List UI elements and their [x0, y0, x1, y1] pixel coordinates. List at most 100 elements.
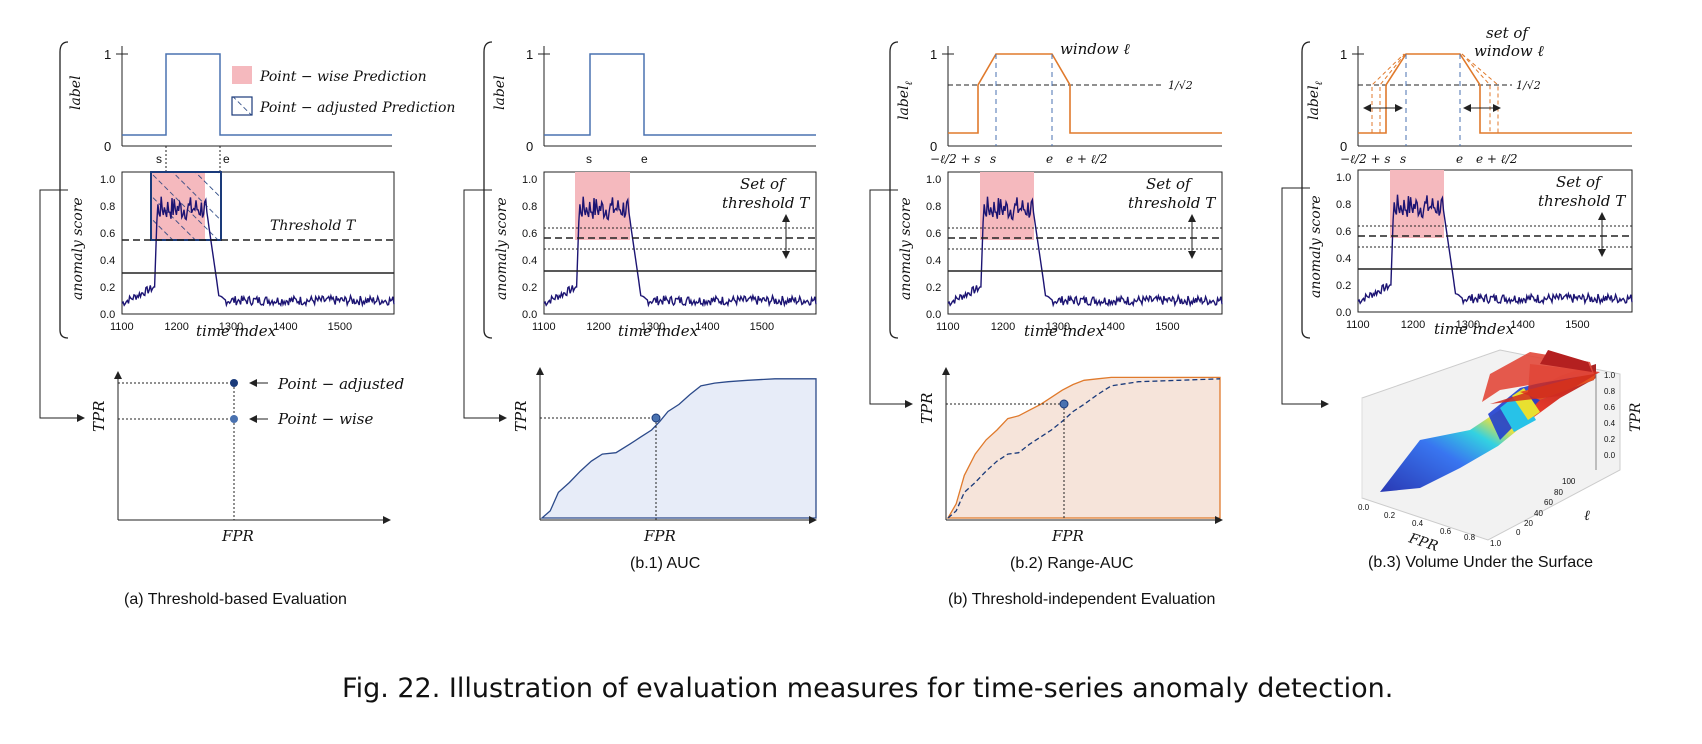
roc-plot-b2: TPR FPR	[918, 367, 1223, 545]
score-plot-b3: Set of threshold T 0.0 0.2 0.4 0.6 0.8 1.0 11…	[1308, 169, 1633, 338]
window-label: window ℓ	[1060, 40, 1130, 58]
x-tick-label: 1400	[273, 321, 297, 333]
y-tick-label: 0.2	[1336, 280, 1351, 292]
roc-curve	[540, 378, 817, 519]
x-tick: 0.8	[1464, 533, 1476, 542]
y-tick-label: 0.6	[926, 228, 941, 240]
tpr-label: TPR	[918, 393, 936, 424]
e-marker: e	[223, 152, 230, 166]
legend: Point − wise Prediction Point − adjusted…	[231, 66, 455, 116]
z-tick: 0.0	[1604, 451, 1616, 460]
y-tick-label: 0.6	[1336, 226, 1351, 238]
x-tick: 1.0	[1490, 539, 1502, 548]
score-plot-a: Threshold T 0.0 0.2 0.4 0.6 0.8 1.0 1100 1200 1…	[70, 171, 395, 340]
x-tick-label: 1300	[219, 321, 243, 333]
time-axis-title: time index	[618, 322, 699, 340]
tpr-fpr-plot-a: Point − adjusted Point − wise TPR FPR	[90, 371, 404, 545]
z-tick: 0.6	[1604, 403, 1616, 412]
x-tick-label: 1100	[1346, 319, 1370, 331]
threshold-t-label: threshold T	[722, 194, 810, 212]
label-plot-b3: 1 0 labelℓ 1/√2 set of window ℓ −ℓ/2 + s…	[1306, 24, 1632, 166]
score-axis-title: anomaly score	[898, 197, 914, 300]
ell-tick: 40	[1534, 509, 1543, 518]
label-signal	[122, 53, 392, 136]
e-plus-l-label: e + ℓ/2	[1066, 152, 1107, 166]
connector-arrow	[39, 189, 85, 422]
tick-1: 1	[526, 47, 533, 62]
panel-b1: 1 0 label s e Set of threshold T 0.0 0.2 0…	[463, 41, 817, 572]
z-tick: 0.4	[1604, 419, 1616, 428]
label-axis-title: label	[68, 75, 84, 110]
y-tick-label: 0.2	[522, 282, 537, 294]
time-axis-title: time index	[1024, 322, 1105, 340]
anomaly-score-line	[1357, 194, 1633, 306]
x-tick-label: 1300	[641, 321, 665, 333]
x-tick: 0.4	[1412, 519, 1424, 528]
y-tick-label: 0.8	[1336, 199, 1351, 211]
set-of-label: Set of	[1556, 173, 1603, 191]
s-marker: s	[990, 152, 996, 166]
score-plot-b2: Set of threshold T 0.0 0.2 0.4 0.6 0.8 1.0 11…	[898, 171, 1223, 340]
x-tick-label: 1200	[586, 321, 610, 333]
x-tick-label: 1200	[1401, 319, 1425, 331]
panel-b3: 1 0 labelℓ 1/√2 set of window ℓ −ℓ/2 + s…	[1281, 24, 1644, 571]
x-tick-label: 1500	[750, 321, 774, 333]
x-tick-label: 1300	[1456, 319, 1480, 331]
tick-0: 0	[930, 139, 937, 154]
e-marker: e	[641, 152, 648, 166]
sub-b2-title: (b.2) Range-AUC	[1010, 555, 1134, 572]
point-adjusted-marker	[230, 379, 238, 387]
x-tick-label: 1400	[1100, 321, 1124, 333]
minus-l-s-label: −ℓ/2 + s	[930, 152, 981, 166]
ell-tick: 100	[1562, 477, 1576, 486]
x-tick-label: 1400	[695, 321, 719, 333]
e-marker: e	[1456, 152, 1463, 166]
minus-l-s-label: −ℓ/2 + s	[1340, 152, 1391, 166]
tick-1: 1	[104, 47, 111, 62]
vus-surface-plot: 1.0 0.8 0.6 0.4 0.2 0.0 TPR 0.0 0.2 0.4 …	[1358, 349, 1644, 555]
x-tick-label: 1500	[1155, 321, 1179, 333]
e-plus-l-label: e + ℓ/2	[1476, 152, 1517, 166]
sub-b3-title: (b.3) Volume Under the Surface	[1368, 554, 1593, 571]
threshold-t-label: threshold T	[1538, 192, 1626, 210]
legend-adjusted-swatch	[231, 96, 253, 116]
s-marker: s	[156, 152, 162, 166]
ell-tick: 20	[1524, 519, 1533, 528]
y-tick-label: 1.0	[522, 174, 537, 186]
tpr-label: TPR	[512, 401, 530, 432]
x-tick: 0.6	[1440, 527, 1452, 536]
tick-0: 0	[104, 139, 111, 154]
y-tick-label: 0.4	[522, 255, 537, 267]
range-roc-curve	[946, 376, 1221, 519]
anomaly-score-line	[947, 196, 1223, 308]
score-axis-title: anomaly score	[70, 197, 86, 300]
x-tick-label: 1300	[1046, 321, 1070, 333]
time-axis-title: time index	[1434, 320, 1515, 338]
z-tick: 0.8	[1604, 387, 1616, 396]
anomaly-score-line	[543, 196, 817, 308]
ell-tick: 60	[1544, 498, 1553, 507]
label-plot-b2: 1 0 labelℓ 1/√2 window ℓ −ℓ/2 + s s e e …	[896, 40, 1222, 166]
threshold-t-label: threshold T	[1128, 194, 1216, 212]
y-tick-label: 0.4	[1336, 253, 1351, 265]
arrow-pointwise-label: Point − wise	[277, 410, 373, 428]
anomaly-score-line	[121, 196, 395, 308]
x-tick-label: 1500	[1565, 319, 1589, 331]
figure-caption: Fig. 22. Illustration of evaluation meas…	[342, 673, 1393, 704]
z-tick: 0.2	[1604, 435, 1616, 444]
label-plot: 1 0 label s e	[68, 46, 392, 172]
y-tick-label: 0.0	[522, 309, 537, 321]
ell-tick: 0	[1516, 528, 1521, 537]
x-tick-label: 1500	[328, 321, 352, 333]
sub-b1-title: (b.1) AUC	[630, 555, 700, 572]
label-l-axis: labelℓ	[1306, 81, 1325, 120]
y-tick-label: 0.6	[100, 228, 115, 240]
y-tick-label: 0.0	[1336, 307, 1351, 319]
tick-1: 1	[1340, 47, 1347, 62]
brace	[59, 41, 69, 339]
z-tick: 1.0	[1604, 371, 1616, 380]
s-marker: s	[586, 152, 592, 166]
tick-0: 0	[1340, 139, 1347, 154]
y-tick-label: 0.2	[100, 282, 115, 294]
